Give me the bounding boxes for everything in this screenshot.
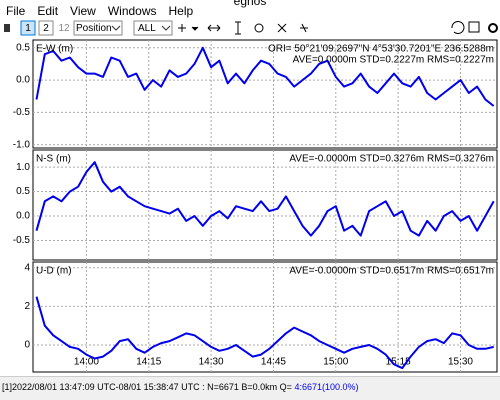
annotation: AVE=-0.0000m STD=0.3276m RMS=0.3276m — [289, 154, 494, 165]
dropdown[interactable] — [133, 20, 173, 36]
x-tick-label: 14:45 — [261, 357, 286, 368]
status-quality: 4:6671(100.0%) — [294, 382, 359, 392]
axis-label: U-D (m) — [36, 266, 72, 277]
x-tick-label: 15:15 — [386, 357, 411, 368]
y-tick-label: 0.5 — [16, 42, 30, 53]
button[interactable] — [38, 20, 54, 36]
y-tick-label: 0 — [24, 340, 30, 351]
y-tick-label: 2 — [24, 301, 30, 312]
menu-arrow-icon[interactable] — [191, 26, 199, 31]
toolbar-grip — [4, 24, 10, 32]
dropdown-value: Position — [76, 23, 112, 34]
menu-bar: File Edit View Windows Help — [6, 4, 205, 18]
button-label[interactable]: 12 — [58, 23, 70, 34]
dropdown-value: ALL — [138, 23, 156, 34]
x-tick-label: 15:00 — [323, 357, 348, 368]
settings-icon[interactable] — [488, 23, 498, 33]
annotation: AVE=-0.0000m STD=0.6517m RMS=0.6517m — [289, 266, 494, 277]
data-line — [35, 161, 495, 237]
dropdown-arrow — [111, 25, 121, 31]
annotation: AVE=0.0000m STD=0.2227m RMS=0.2227m — [293, 55, 494, 66]
fit-vertical-icon[interactable] — [235, 21, 241, 35]
axis-label: N-S (m) — [36, 154, 71, 165]
toolbar: 1 2 12 Position ALL — [4, 20, 498, 36]
y-tick-label: -1.0 — [13, 139, 31, 150]
button-label: 2 — [43, 23, 49, 34]
button-label: 1 — [25, 23, 31, 34]
dropdown[interactable] — [73, 20, 123, 36]
x-tick-label: 14:00 — [74, 357, 99, 368]
y-tick-label: 0.0 — [16, 211, 30, 222]
x-tick-label: 14:30 — [199, 357, 224, 368]
annotation: ORI= 50°21'09.2697"N 4°53'30.7201"E 236.… — [268, 44, 494, 55]
x-tick-label: 15:30 — [448, 357, 473, 368]
center-icon[interactable] — [254, 23, 264, 33]
fit-horizontal-icon[interactable] — [207, 24, 221, 32]
data-line — [35, 296, 494, 370]
menu-item[interactable]: File — [6, 4, 26, 18]
zoom-icon[interactable] — [468, 21, 480, 33]
status-bar: [1]2022/08/01 13:47:09 UTC-08/01 15:38:4… — [0, 376, 500, 400]
x-tick-label: 14:15 — [136, 357, 161, 368]
time-icon[interactable] — [300, 23, 308, 33]
y-tick-label: -0.5 — [13, 235, 31, 246]
menu-item[interactable]: Windows — [107, 4, 157, 18]
menu-item[interactable]: Edit — [37, 4, 59, 18]
add-icon[interactable] — [178, 24, 186, 32]
y-tick-label: 4 — [24, 262, 30, 273]
clear-icon[interactable] — [277, 23, 287, 33]
reload-icon[interactable] — [451, 21, 465, 34]
status-text: [1]2022/08/01 13:47:09 UTC-08/01 15:38:4… — [2, 382, 295, 392]
y-tick-label: -0.5 — [13, 107, 31, 118]
plot-area: 1 2 12 Position ALL 0.5 0.0 -0.5 -1.0 E-W (m… — [4, 20, 498, 373]
menu-item[interactable]: View — [70, 4, 96, 18]
window-title: egnos — [233, 0, 267, 8]
y-tick-label: 0.5 — [16, 186, 30, 197]
menu-item[interactable]: Help — [168, 4, 194, 18]
y-tick-label: 1.0 — [16, 162, 30, 173]
y-tick-label: 0.0 — [16, 75, 30, 86]
axis-label: E-W (m) — [36, 44, 73, 55]
data-line — [35, 46, 495, 107]
dropdown-arrow — [161, 25, 171, 31]
panel-frame — [32, 261, 498, 373]
button[interactable] — [20, 20, 36, 36]
